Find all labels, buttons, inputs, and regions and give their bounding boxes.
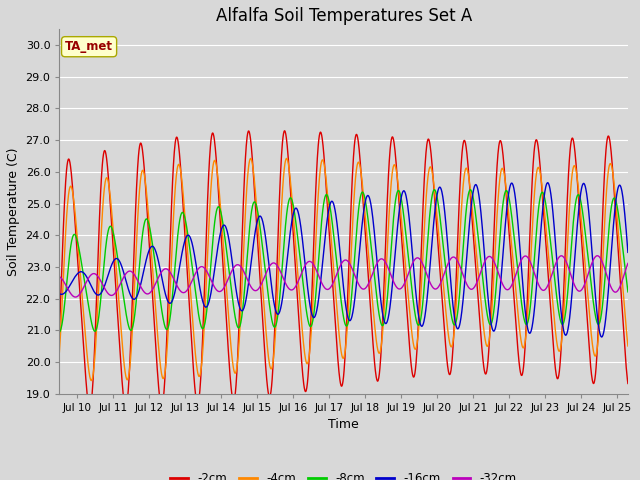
-2cm [56, 330, 63, 336]
-2cm [84, 401, 92, 407]
-8cm [84, 302, 92, 308]
-16cm [56, 291, 63, 297]
X-axis label: Time: Time [328, 418, 359, 431]
-4cm [608, 165, 616, 171]
-2cm [504, 211, 511, 216]
-16cm [317, 278, 324, 284]
-32cm [504, 287, 511, 293]
Line: -8cm: -8cm [60, 190, 628, 332]
-4cm [84, 364, 92, 370]
-8cm [332, 252, 340, 257]
-32cm [593, 253, 601, 259]
-4cm [317, 159, 325, 165]
-2cm [624, 381, 632, 386]
-4cm [283, 156, 291, 161]
-16cm [332, 212, 340, 218]
-4cm [333, 301, 340, 307]
-4cm [56, 349, 63, 355]
-32cm [332, 273, 340, 278]
Text: TA_met: TA_met [65, 40, 113, 53]
-8cm [317, 228, 324, 234]
-2cm [333, 336, 340, 342]
Y-axis label: Soil Temperature (C): Soil Temperature (C) [7, 147, 20, 276]
-32cm [317, 278, 325, 284]
Title: Alfalfa Soil Temperatures Set A: Alfalfa Soil Temperatures Set A [216, 7, 472, 25]
-16cm [84, 277, 92, 283]
-32cm [624, 261, 632, 266]
-16cm [608, 240, 616, 246]
-2cm [86, 405, 93, 411]
Line: -32cm: -32cm [60, 256, 628, 297]
-2cm [608, 155, 616, 161]
-8cm [607, 204, 615, 209]
Line: -2cm: -2cm [60, 131, 628, 408]
-4cm [608, 164, 616, 169]
-8cm [504, 189, 511, 194]
Line: -4cm: -4cm [60, 158, 628, 381]
-8cm [624, 289, 632, 295]
-16cm [624, 250, 632, 255]
-8cm [608, 202, 616, 208]
-2cm [608, 158, 616, 164]
-32cm [56, 274, 63, 279]
Line: -16cm: -16cm [60, 183, 628, 337]
-32cm [608, 286, 616, 292]
-16cm [503, 204, 511, 209]
-2cm [317, 131, 325, 136]
-2cm [281, 128, 289, 134]
Legend: -2cm, -4cm, -8cm, -16cm, -32cm: -2cm, -4cm, -8cm, -16cm, -32cm [166, 467, 522, 480]
-8cm [56, 329, 63, 335]
-4cm [88, 378, 95, 384]
-32cm [608, 286, 616, 291]
-16cm [544, 180, 552, 186]
-16cm [608, 244, 616, 250]
-32cm [72, 294, 79, 300]
-8cm [431, 187, 438, 192]
-16cm [598, 334, 605, 340]
-32cm [85, 275, 93, 281]
-4cm [624, 343, 632, 349]
-4cm [504, 200, 511, 205]
